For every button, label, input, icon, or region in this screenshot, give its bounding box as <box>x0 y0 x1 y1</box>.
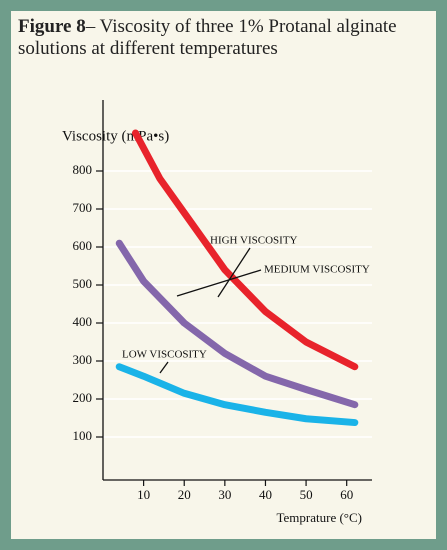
x-axis-label: Temprature (°C) <box>276 510 362 525</box>
panel <box>11 11 436 539</box>
x-tick-label: 40 <box>259 487 272 502</box>
y-tick-label: 700 <box>73 200 93 215</box>
series-line <box>115 363 359 427</box>
annotation: LOW VISCOSITY <box>122 349 207 361</box>
series-line <box>115 239 359 409</box>
leader-line <box>176 269 262 297</box>
x-tick-label: 60 <box>340 487 353 502</box>
leader-line <box>159 361 169 374</box>
y-tick-label: 500 <box>73 276 93 291</box>
y-tick-label: 300 <box>73 352 93 367</box>
x-tick-label: 50 <box>300 487 313 502</box>
figure-label: Figure 8 <box>18 16 86 37</box>
annotation: HIGH VISCOSITY <box>210 235 298 247</box>
title-text: – Viscosity of three 1% Protanal alginat… <box>18 16 397 59</box>
x-tick-label: 30 <box>218 487 231 502</box>
series-line <box>131 129 359 371</box>
y-axis-label: Viscosity (mPa•s) <box>62 128 169 144</box>
annotation: MEDIUM VISCOSITY <box>264 264 370 276</box>
leader-line <box>217 247 251 298</box>
y-tick-label: 800 <box>73 162 93 177</box>
x-tick-label: 20 <box>178 487 191 502</box>
x-tick-label: 10 <box>137 487 150 502</box>
y-tick-label: 400 <box>73 314 93 329</box>
y-tick-label: 100 <box>73 428 93 443</box>
y-tick-label: 200 <box>73 390 93 405</box>
y-tick-label: 600 <box>73 238 93 253</box>
chart-title: Figure 8– Viscosity of three 1% Protanal… <box>18 16 418 60</box>
